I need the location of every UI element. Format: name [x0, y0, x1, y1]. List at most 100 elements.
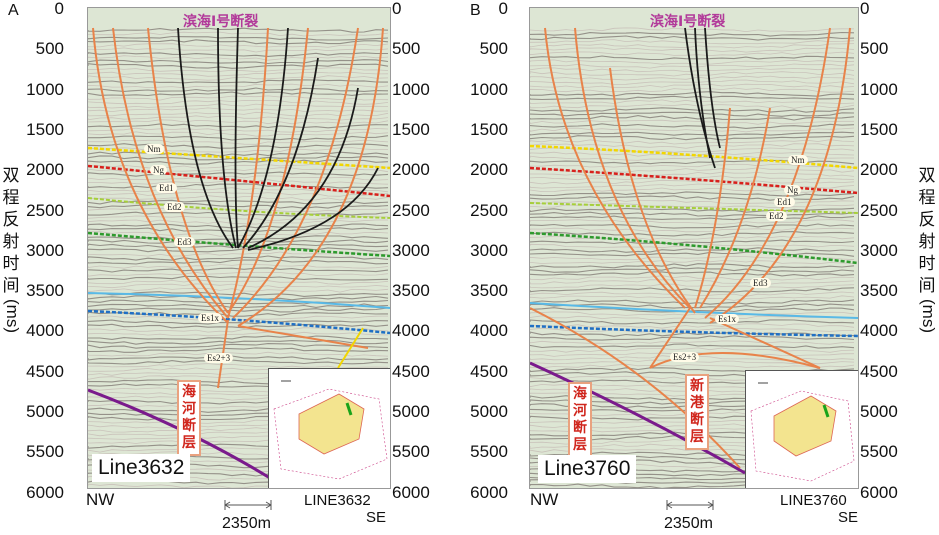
y-tick-label: 3500	[860, 281, 898, 301]
y-tick-label: 4000	[392, 321, 430, 341]
horizon-ed1	[88, 197, 390, 219]
horizon-label-es2: Es2+3	[670, 352, 700, 362]
horizon-label-nm: Nm	[144, 144, 164, 154]
map-basin	[298, 393, 365, 455]
horizon-es1-top	[530, 302, 858, 319]
y-tick-label: 5500	[470, 442, 508, 462]
direction-left: NW	[86, 490, 115, 509]
y-tick-label: 1000	[860, 79, 898, 99]
haihe-fault	[530, 361, 746, 475]
y-tick-label: 5000	[392, 402, 430, 421]
fault-label-xingang: 新港断层	[685, 374, 709, 450]
horizon-ed3	[530, 231, 858, 265]
seismic-canvas	[530, 27, 858, 488]
y-tick-label: 4500	[860, 361, 898, 381]
horizon-label-ng: Ng	[150, 165, 167, 175]
seismic-section: 滨海Ⅰ号断裂 Nm Ng Ed1 Ed2 Ed3 Es1x Es2+3 海河断层…	[529, 7, 859, 489]
horizon-label-nm: Nm	[788, 155, 808, 165]
fault-label-haihe: 海河断层	[177, 380, 201, 456]
y-tick-label: 2500	[392, 200, 430, 220]
fault-title: 滨海Ⅰ号断裂	[650, 14, 726, 30]
direction-left: NW	[530, 490, 559, 509]
y-tick-label: 2500	[470, 200, 508, 220]
y-tick-label: 1500	[470, 119, 508, 139]
horizon-label-ed3: Ed3	[174, 237, 195, 247]
y-tick-label: 4500	[392, 361, 430, 381]
horizon-nm	[88, 146, 390, 170]
seismic-section: 滨海Ⅰ号断裂 Nm Ng Ed1 Ed2 Ed3 Es1x Es2+3 海河断层…	[87, 7, 391, 489]
y-tick-label: 2000	[392, 160, 430, 180]
y-tick-label: 3000	[26, 240, 64, 260]
y-tick-label: 4000	[470, 321, 508, 341]
y-tick-label: 500	[392, 39, 421, 59]
line-right-label: LINE3632	[304, 492, 371, 509]
line-label: Line3632	[92, 454, 191, 482]
y-tick-label: 2000	[470, 160, 508, 180]
y-tick-label: 500	[35, 39, 64, 59]
y-tick-label: 6000	[26, 482, 64, 502]
y-tick-label: 3500	[392, 281, 430, 301]
scale-bar	[224, 497, 272, 513]
y-axis-label: 双 程 反 射 时 间 (ms)	[918, 166, 939, 333]
y-tick-label: 6000	[392, 482, 430, 502]
line-label: Line3760	[538, 455, 637, 483]
direction-right: SE	[366, 509, 387, 526]
y-tick-label: 2500	[860, 200, 898, 220]
y-tick-label: 500	[479, 39, 508, 59]
y-tick-label: 500	[860, 39, 889, 59]
y-tick-label: 4000	[860, 321, 898, 341]
horizon-label-es1x: Es1x	[715, 314, 739, 324]
y-tick-label: 2000	[860, 160, 898, 180]
y-tick-label: 4500	[470, 361, 508, 381]
map-boundary	[750, 390, 855, 482]
y-tick-label: 3000	[392, 240, 430, 260]
y-tick-label: 5500	[392, 442, 430, 462]
y-tick-label: 1000	[470, 79, 508, 99]
map-line-location	[822, 404, 830, 418]
panel-letter: A	[8, 2, 19, 19]
horizon-label-ed1: Ed1	[774, 197, 795, 207]
location-map-inset	[268, 368, 390, 488]
y-tick-label: 3000	[470, 240, 508, 260]
y-tick-label: 6000	[860, 482, 898, 502]
scale-bar-label: 2350m	[664, 515, 713, 532]
horizon-label-ed1: Ed1	[156, 183, 177, 193]
y-tick-label: 5000	[470, 402, 508, 421]
black-faults	[177, 27, 379, 251]
orange-faults	[530, 27, 851, 469]
scale-bar-label: 2350m	[222, 515, 271, 532]
y-tick-label: 3500	[26, 281, 64, 301]
y-tick-label: 0	[54, 0, 64, 18]
y-tick-label: 0	[392, 0, 402, 18]
y-tick-label: 1500	[392, 119, 430, 139]
y-tick-label: 0	[860, 0, 870, 18]
y-tick-label: 3000	[860, 240, 898, 260]
y-tick-label: 3500	[470, 281, 508, 301]
map-line-location	[345, 402, 353, 416]
y-tick-label: 1500	[26, 119, 64, 139]
horizon-label-ed3: Ed3	[750, 278, 771, 288]
y-tick-label: 2500	[26, 200, 64, 220]
y-tick-label: 1000	[392, 79, 430, 99]
y-tick-label: 2000	[26, 160, 64, 180]
panel-b: B 双 程 反 射 时 间 (ms) 0 500 1000 1500 2000 2500 3…	[470, 0, 939, 535]
horizon-label-ng: Ng	[784, 185, 801, 195]
horizon-ed1	[530, 202, 858, 214]
y-tick-label: 0	[498, 0, 508, 18]
horizon-label-es1x: Es1x	[198, 313, 222, 323]
y-tick-label: 5000	[26, 402, 64, 421]
horizon-nm	[530, 144, 858, 170]
y-tick-label: 4000	[26, 321, 64, 341]
horizon-ng	[88, 164, 390, 198]
panel-letter: B	[470, 2, 481, 19]
horizon-label-ed2: Ed2	[766, 211, 787, 221]
fault-label-haihe: 海河断层	[568, 382, 592, 458]
yellow-fault	[337, 327, 364, 369]
horizon-label-es2: Es2+3	[204, 353, 234, 363]
panel-a: A 双 程 反 射 时 间 (ms) 0 500 1000 1500 2000 2500 3…	[3, 0, 430, 532]
line-right-label: LINE3760	[780, 492, 847, 509]
location-map	[750, 382, 855, 482]
y-tick-label: 6000	[470, 482, 508, 502]
y-tick-label: 1500	[860, 119, 898, 139]
y-tick-label: 4500	[26, 361, 64, 381]
